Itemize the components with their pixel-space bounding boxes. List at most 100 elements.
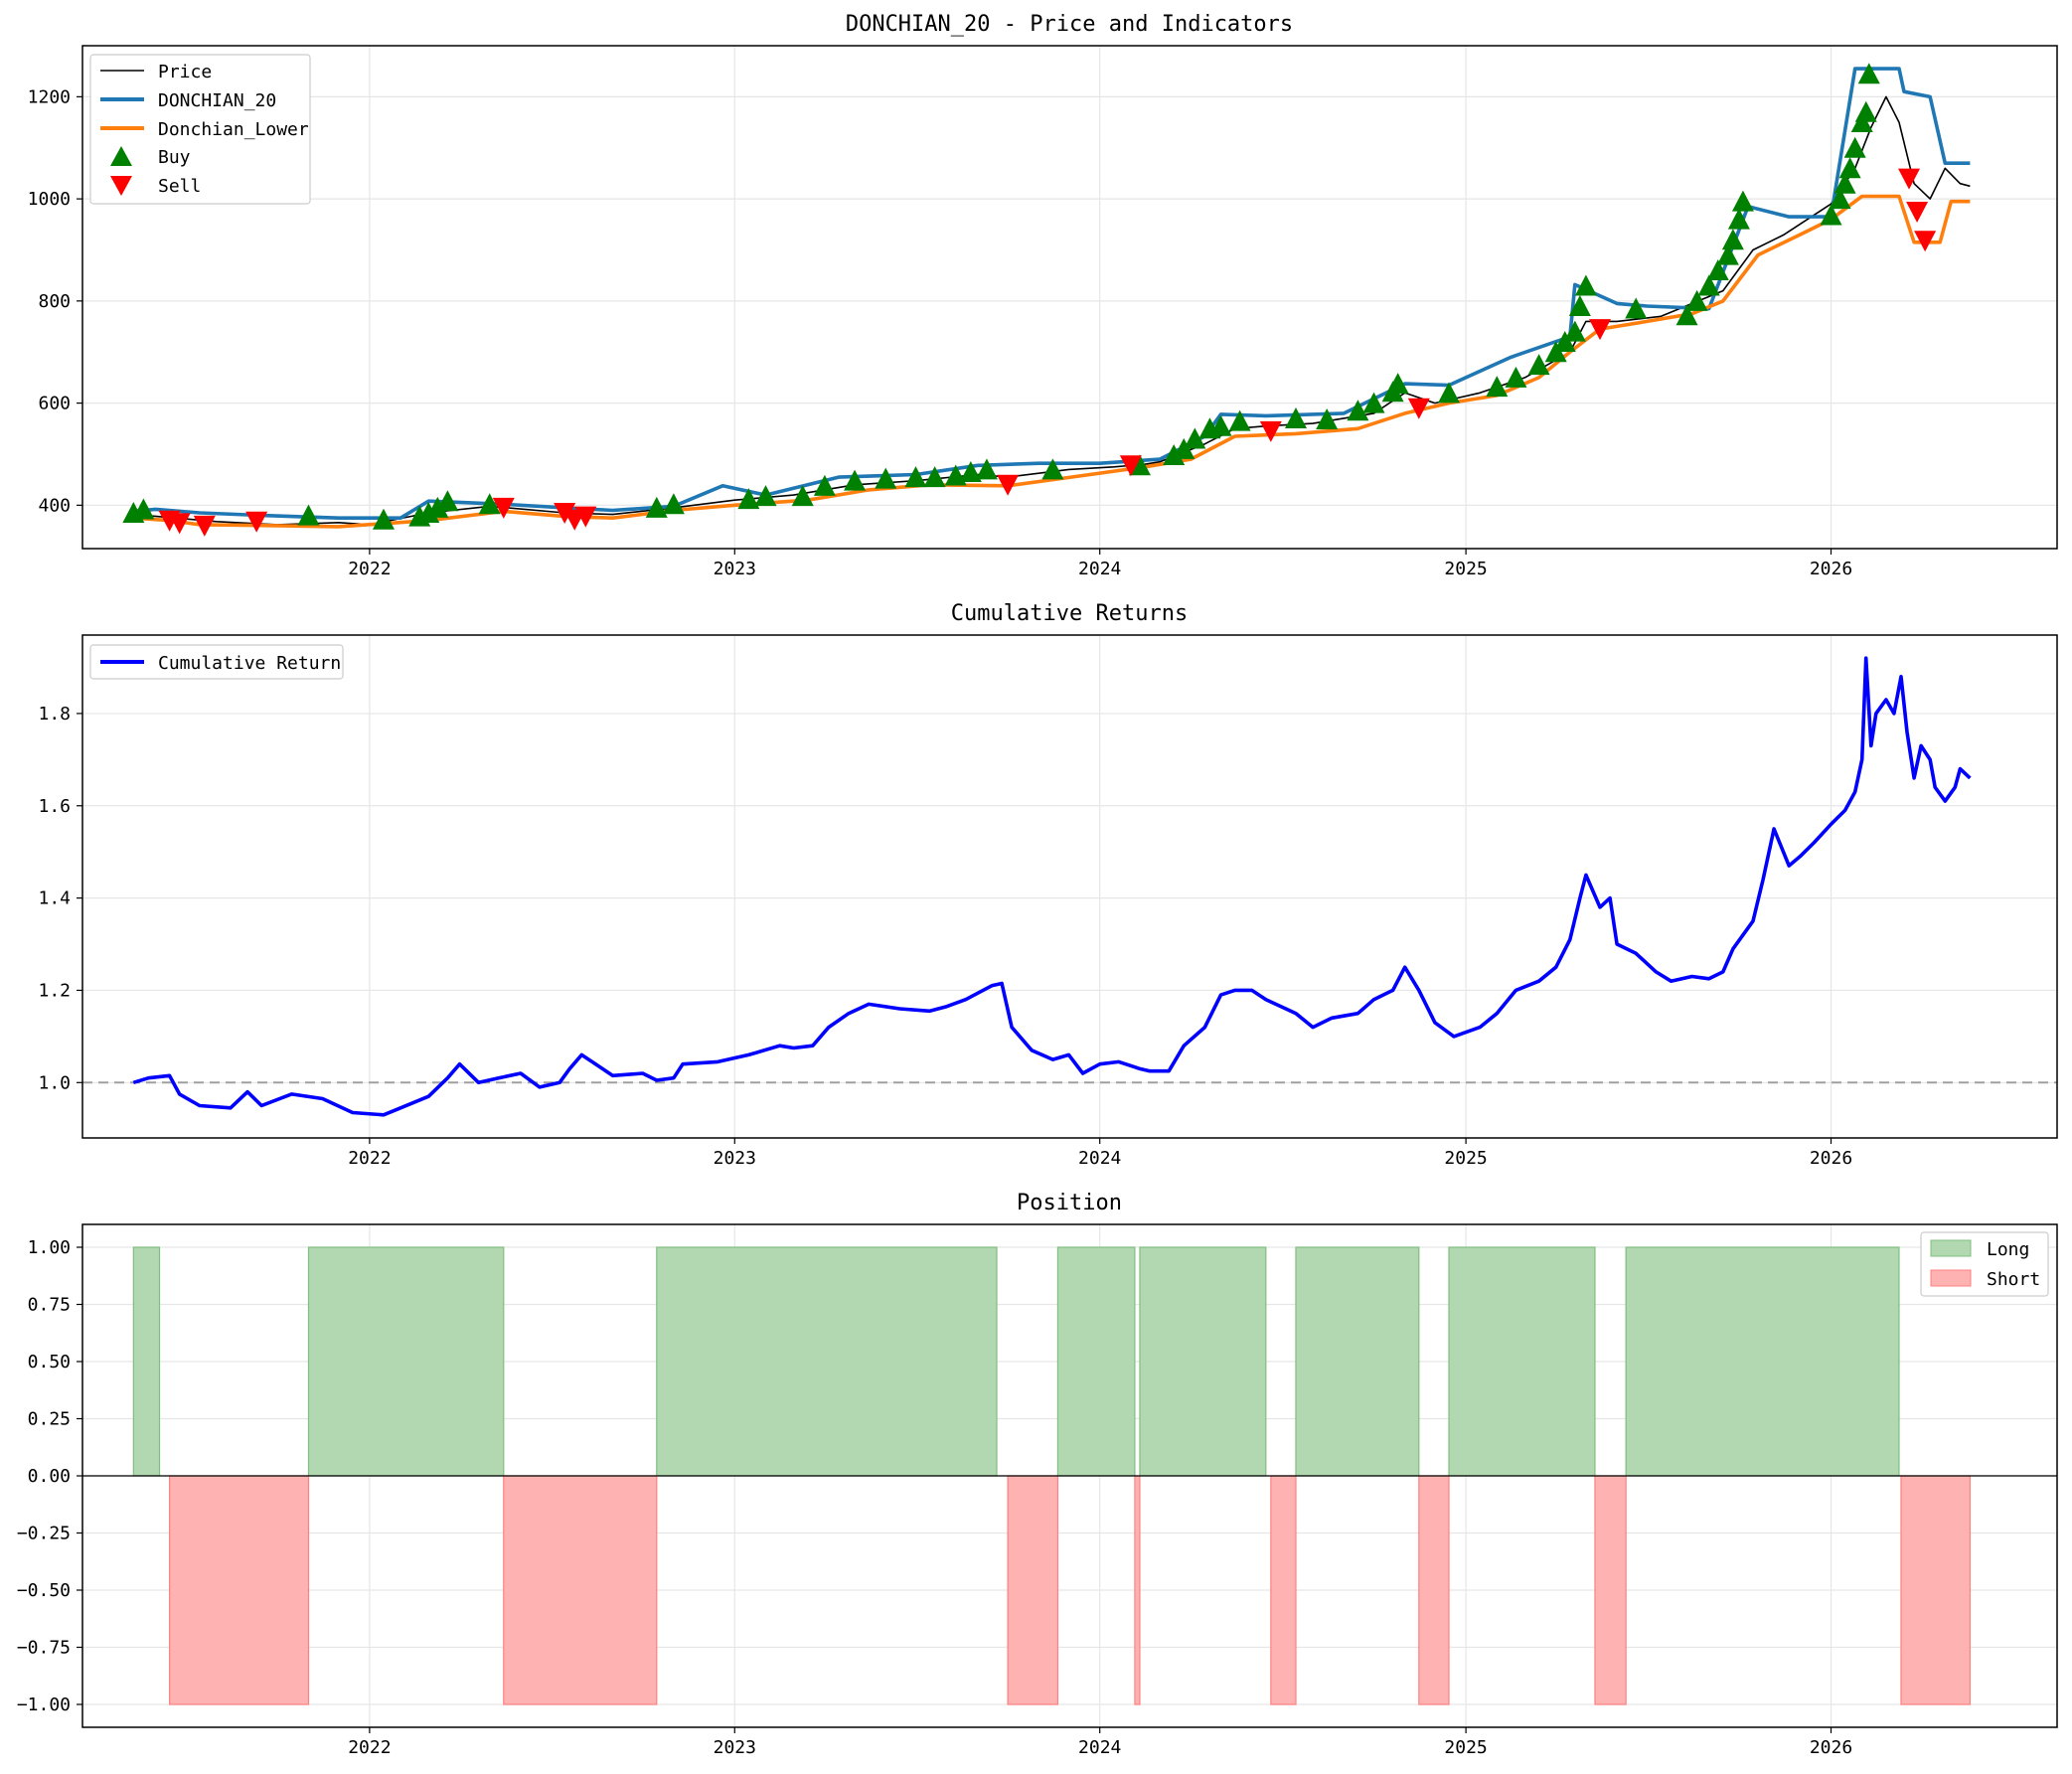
returns-x-tick-label: 2025 bbox=[1444, 1148, 1487, 1169]
sell-signal-marker bbox=[492, 497, 515, 519]
price-plot-frame bbox=[81, 45, 2058, 550]
position-y-tick-label: 1.00 bbox=[28, 1237, 71, 1258]
position-y-tick-label: 0.25 bbox=[28, 1409, 71, 1430]
buy-signal-marker bbox=[959, 460, 982, 482]
price-legend: Price DONCHIAN_20 Donchian_Lower Buy Sel… bbox=[89, 54, 311, 205]
short-position-block bbox=[168, 1475, 310, 1705]
sell-signal-marker bbox=[1407, 398, 1430, 419]
buy-signal-marker bbox=[1843, 136, 1866, 158]
long-position-block bbox=[132, 1246, 161, 1477]
buy-signal-marker bbox=[662, 493, 685, 515]
buy-signal-marker bbox=[1316, 408, 1339, 430]
sell-signal-marker bbox=[245, 511, 268, 533]
price-y-tick-label: 600 bbox=[38, 394, 71, 414]
buy-signal-marker bbox=[1716, 243, 1739, 265]
buy-signal-marker bbox=[1574, 274, 1597, 296]
buy-signal-marker bbox=[1625, 297, 1648, 319]
sell-signal-marker bbox=[193, 515, 216, 537]
legend-donchian-label: DONCHIAN_20 bbox=[158, 90, 276, 111]
buy-signal-marker bbox=[1209, 414, 1232, 436]
buy-signal-marker bbox=[1675, 304, 1698, 326]
buy-signal-marker bbox=[1228, 409, 1251, 431]
legend-buy-label: Buy bbox=[158, 147, 191, 168]
buy-signal-marker bbox=[1041, 458, 1064, 480]
long-position-block bbox=[1139, 1246, 1267, 1477]
sell-signal-marker bbox=[168, 513, 191, 535]
position-x-tick-label: 2025 bbox=[1444, 1737, 1487, 1758]
short-position-block bbox=[503, 1475, 658, 1705]
legend-short-swatch bbox=[1930, 1269, 1972, 1287]
price-x-tick-label: 2023 bbox=[714, 559, 756, 579]
sell-signal-marker bbox=[554, 503, 576, 525]
buy-signal-marker bbox=[754, 485, 777, 507]
returns-x-tick-label: 2023 bbox=[714, 1148, 756, 1169]
sell-signal-marker bbox=[1119, 455, 1142, 477]
position-y-tick-label: −1.00 bbox=[17, 1694, 71, 1715]
sell-signal-marker bbox=[574, 506, 597, 528]
legend-buy-marker bbox=[110, 146, 132, 166]
buy-signal-marker bbox=[1685, 289, 1708, 311]
legend-long-label: Long bbox=[1987, 1239, 2029, 1260]
legend-sell-label: Sell bbox=[158, 176, 201, 197]
cumulative-returns-panel: Cumulative Returns 2022 2023 2024 2025 2026 1… bbox=[38, 601, 2058, 1169]
buy-signal-marker bbox=[132, 498, 155, 520]
price-x-tick-label: 2025 bbox=[1444, 559, 1487, 579]
returns-x-tick-label: 2024 bbox=[1078, 1148, 1121, 1169]
position-y-tick-label: −0.50 bbox=[17, 1580, 71, 1601]
price-y-tick-label: 400 bbox=[38, 495, 71, 516]
short-position-block bbox=[1270, 1475, 1297, 1705]
buy-signal-marker bbox=[1833, 172, 1856, 194]
buy-signal-marker bbox=[1838, 157, 1861, 179]
buy-signal-marker bbox=[1505, 366, 1527, 388]
position-y-tick-label: 0.75 bbox=[28, 1295, 71, 1316]
price-y-tick-label: 800 bbox=[38, 291, 71, 312]
position-y-tick-label: 0.50 bbox=[28, 1352, 71, 1372]
legend-long-swatch bbox=[1930, 1239, 1972, 1257]
long-position-block bbox=[1448, 1246, 1596, 1477]
legend-short-label: Short bbox=[1987, 1269, 2040, 1290]
buy-signal-marker bbox=[1284, 407, 1307, 429]
returns-legend: Cumulative Return bbox=[89, 644, 344, 680]
buy-signal-marker bbox=[645, 496, 668, 518]
returns-x-tick-label: 2022 bbox=[348, 1148, 391, 1169]
price-x-tick-label: 2022 bbox=[348, 559, 391, 579]
short-position-block bbox=[1007, 1475, 1059, 1705]
price-x-tick-label: 2024 bbox=[1078, 559, 1121, 579]
buy-signal-marker bbox=[875, 467, 897, 489]
buy-signal-marker bbox=[1527, 354, 1550, 376]
buy-signal-marker bbox=[372, 508, 395, 530]
legend-return-label: Cumulative Return bbox=[158, 653, 341, 674]
position-legend: Long Short bbox=[1920, 1231, 2049, 1297]
buy-signal-marker bbox=[478, 493, 501, 515]
buy-signal-marker bbox=[1829, 188, 1851, 210]
series-cumulative-return-line bbox=[132, 656, 1972, 1117]
buy-signal-marker bbox=[1820, 204, 1842, 226]
legend-sell-marker bbox=[110, 176, 132, 196]
returns-y-tick-label: 1.0 bbox=[38, 1072, 71, 1093]
short-position-block bbox=[1418, 1475, 1450, 1705]
buy-signal-marker bbox=[737, 488, 760, 510]
long-position-block bbox=[1056, 1246, 1136, 1477]
position-y-tick-label: −0.75 bbox=[17, 1638, 71, 1659]
returns-y-tick-label: 1.4 bbox=[38, 888, 71, 909]
buy-signal-marker bbox=[1854, 100, 1877, 122]
position-y-tick-label: 0.00 bbox=[28, 1466, 71, 1487]
buy-signal-marker bbox=[1568, 294, 1591, 316]
sell-signal-marker bbox=[997, 474, 1020, 496]
position-x-tick-label: 2024 bbox=[1078, 1737, 1121, 1758]
position-x-tick-label: 2022 bbox=[348, 1737, 391, 1758]
position-x-tick-label: 2026 bbox=[1810, 1737, 1852, 1758]
returns-plot-frame bbox=[81, 634, 2058, 1139]
returns-x-tick-label: 2026 bbox=[1810, 1148, 1852, 1169]
sell-signal-marker bbox=[1914, 231, 1937, 252]
buy-signal-marker bbox=[1347, 400, 1369, 421]
legend-price-label: Price bbox=[158, 62, 212, 82]
long-position-block bbox=[1625, 1246, 1900, 1477]
returns-y-tick-label: 1.2 bbox=[38, 980, 71, 1001]
buy-signal-marker bbox=[975, 458, 998, 480]
buy-signal-marker bbox=[1437, 382, 1460, 403]
buy-signal-marker bbox=[1731, 190, 1754, 212]
short-position-block bbox=[1900, 1475, 1972, 1705]
buy-signal-marker bbox=[1173, 437, 1195, 459]
sell-signal-marker bbox=[1588, 319, 1611, 341]
